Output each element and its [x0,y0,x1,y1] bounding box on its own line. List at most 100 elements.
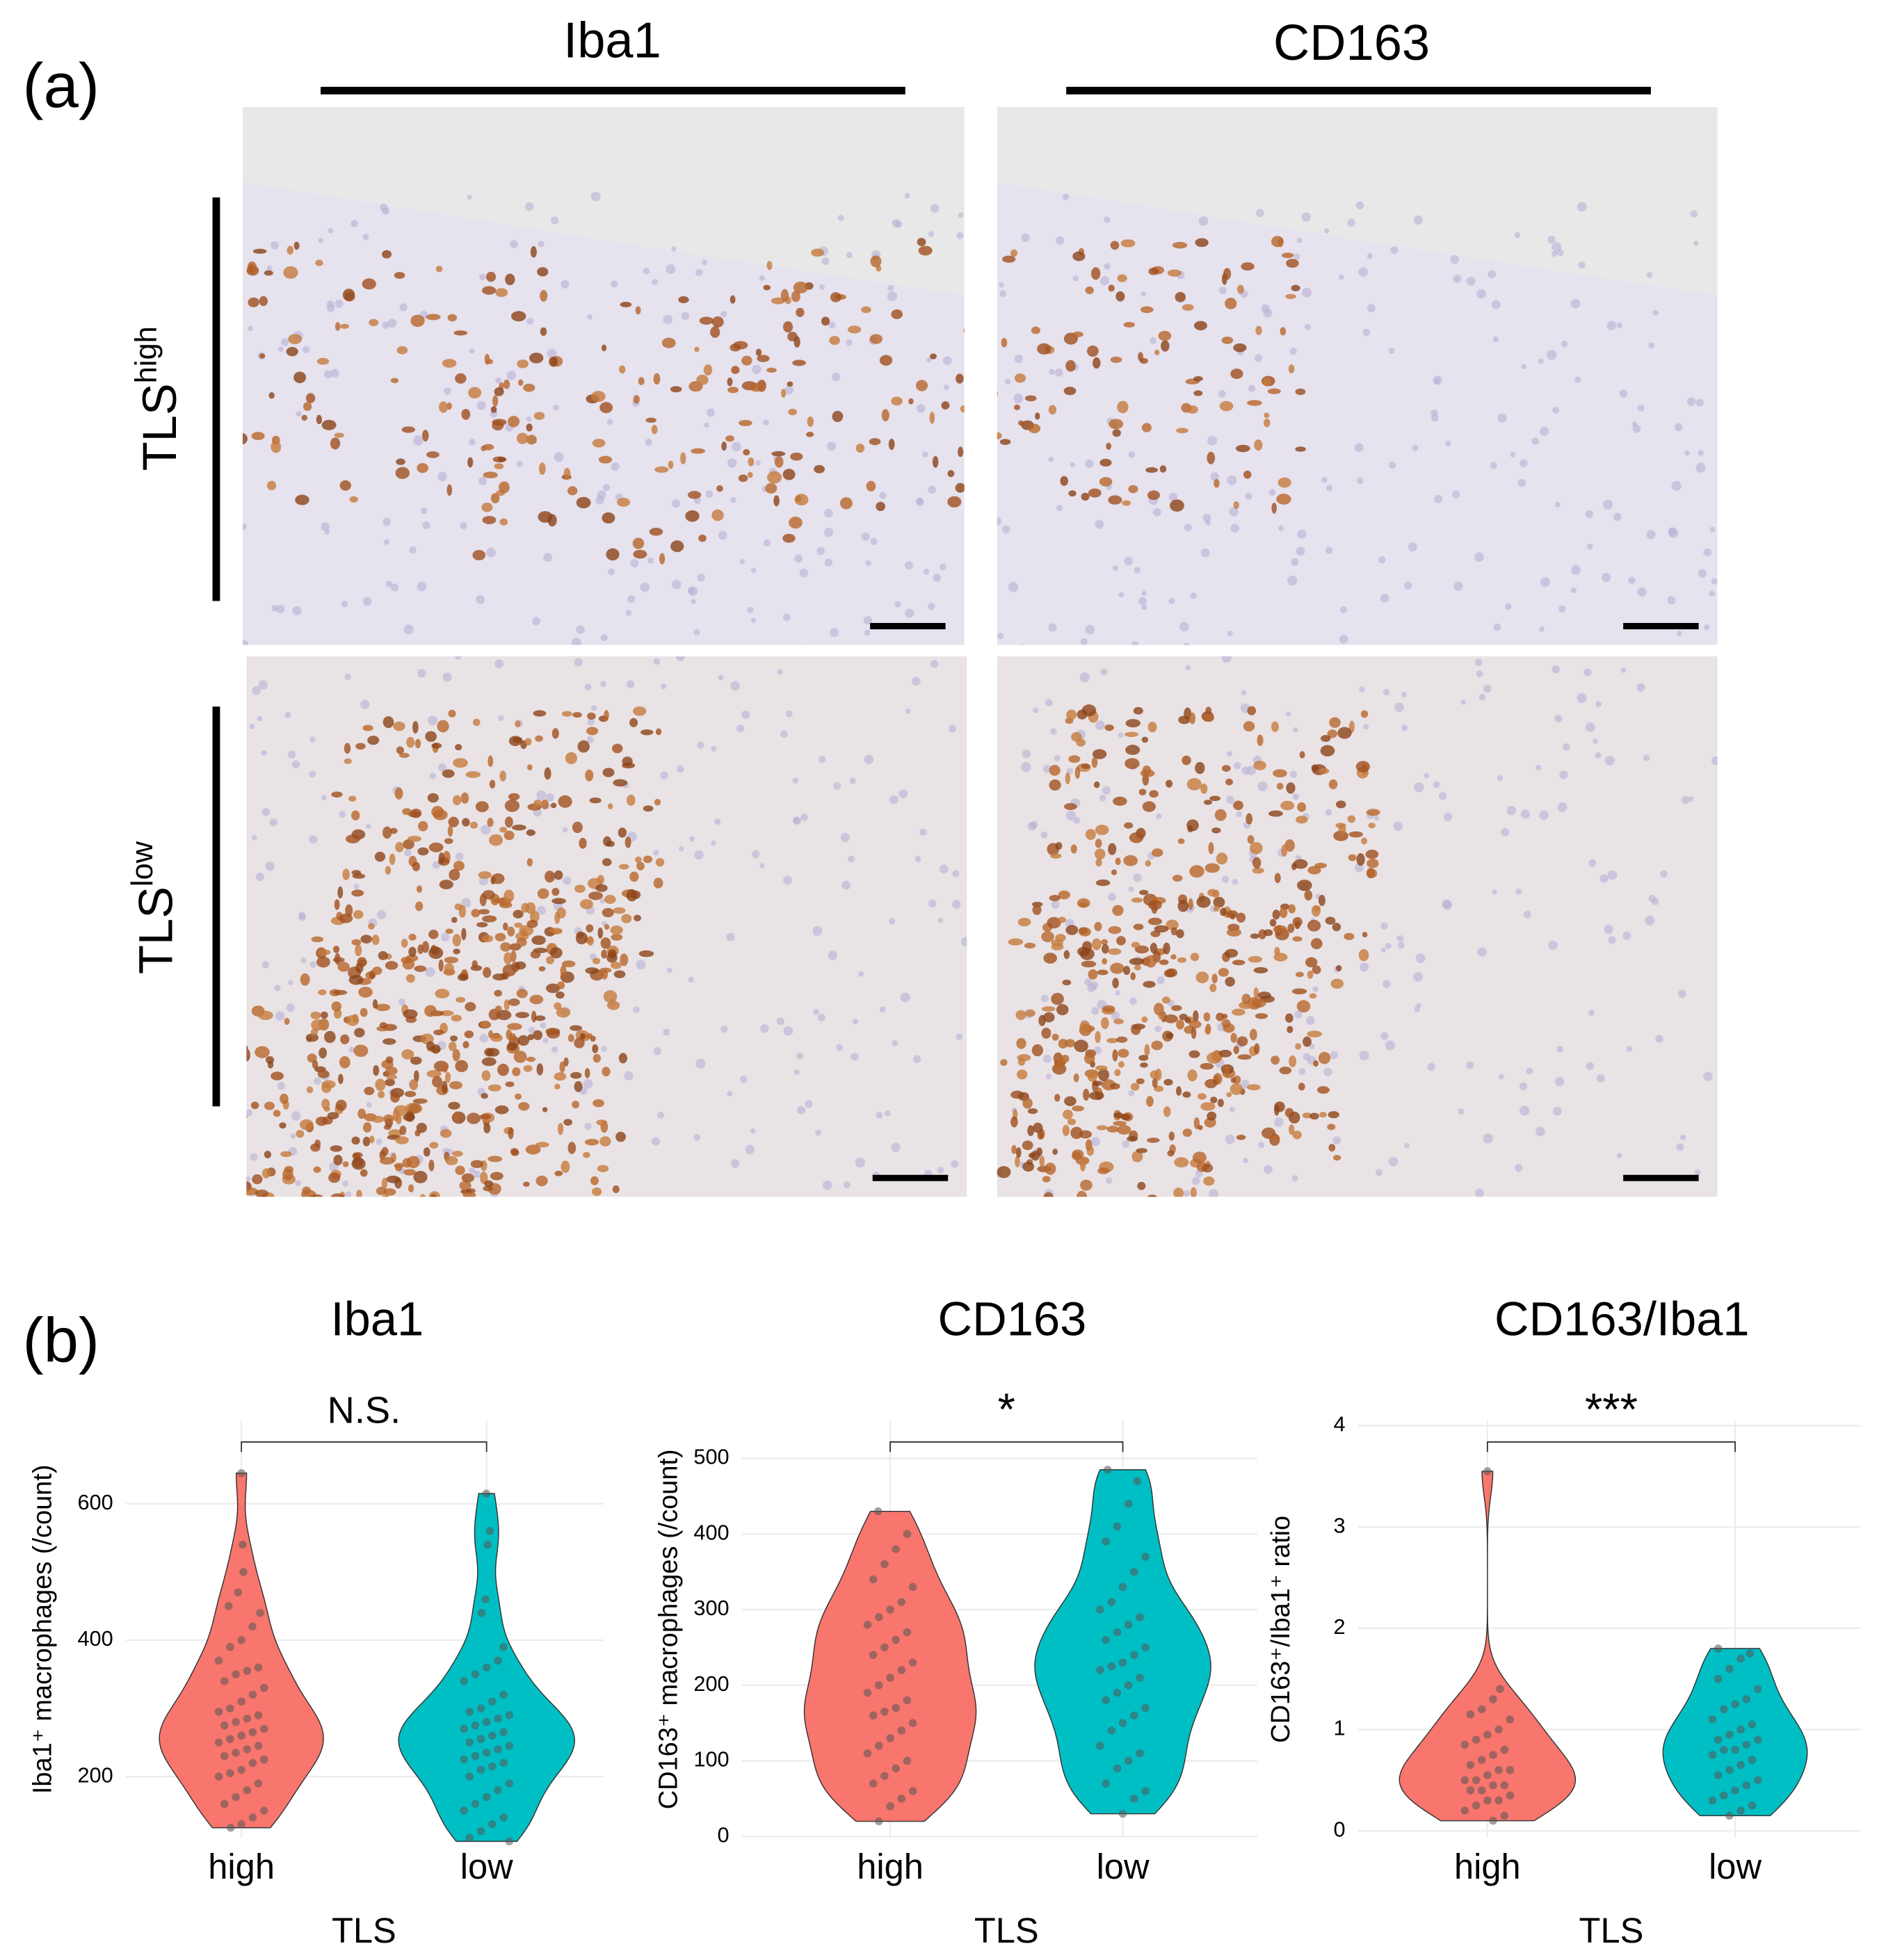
stained-cell [748,471,753,478]
nucleus [933,574,942,582]
nucleus [904,193,910,199]
stained-cell [469,821,478,829]
stained-cell [1367,868,1378,878]
stained-cell [1225,976,1235,987]
stained-cell [576,496,591,509]
nucleus [562,827,568,833]
nucleus [1602,499,1613,510]
stained-cell [941,401,950,410]
nucleus [1141,590,1147,597]
nucleus [1100,276,1110,286]
nucleus [1602,572,1611,583]
data-point [1494,1796,1503,1805]
nucleus [956,1033,963,1041]
nucleus [1221,656,1232,663]
stained-cell [1252,857,1262,869]
nucleus [1488,270,1497,279]
stained-cell [1172,241,1188,249]
nucleus [242,640,249,645]
stained-cell [192,1060,204,1071]
stained-cell [1147,1194,1158,1197]
stained-cell [1233,501,1239,510]
stained-cell [305,1033,319,1042]
stained-cell [1097,1265,1113,1272]
stained-cell [551,887,560,896]
stained-cell [601,949,608,959]
stained-cell [1042,1012,1055,1023]
panel-label: (b) [23,1306,99,1376]
nucleus [390,583,398,592]
stained-cell [318,989,327,996]
stained-cell [1303,1036,1312,1047]
stained-cell [459,1181,471,1190]
nucleus [1438,792,1447,800]
nucleus [1042,1054,1051,1063]
stained-cell [1091,756,1098,768]
stained-cell [794,494,809,506]
stained-cell [503,889,515,902]
stained-cell [524,738,532,746]
nucleus [887,291,898,302]
stained-cell [1099,477,1113,487]
stained-cell [1208,1261,1223,1269]
stained-cell [1179,1013,1188,1021]
stained-cell [481,445,487,452]
stained-cell [947,496,962,508]
nucleus [1652,309,1659,316]
stained-cell [346,1014,360,1026]
stained-cell [499,770,506,782]
nucleus [590,191,601,202]
stained-cell [554,1083,561,1090]
stained-cell [1141,423,1152,432]
stained-cell [489,779,496,789]
nucleus [1191,1176,1200,1185]
stained-cell [483,471,498,478]
row-label: TLShigh [130,326,186,471]
stained-cell [475,801,489,813]
stained-cell [981,1055,994,1063]
stained-cell [394,1163,404,1169]
nucleus [1056,236,1065,245]
stained-cell [1366,809,1380,816]
nucleus [1517,478,1526,487]
nucleus [532,617,541,626]
stained-cell [593,1099,605,1108]
nucleus [783,875,793,885]
stained-cell [989,426,997,437]
nucleus [1558,605,1566,613]
nucleus [486,547,497,558]
stained-cell [1235,444,1250,453]
data-point [863,1749,872,1758]
nucleus [633,1006,640,1014]
stained-cell [1022,1161,1035,1172]
nucleus [794,554,803,563]
stained-cell [499,902,513,909]
stained-cell [1333,830,1348,841]
stained-cell [481,915,497,923]
stained-cell [529,910,540,923]
stained-cell [332,1272,339,1279]
stained-cell [634,914,641,922]
stained-cell [1022,1140,1033,1151]
stained-cell [1292,1131,1302,1140]
stained-cell [670,386,682,393]
stained-cell [1247,1084,1261,1091]
stained-cell [444,963,454,974]
stained-cell [453,1232,465,1240]
stained-cell [958,446,964,457]
stained-cell [358,987,373,998]
stained-cell [1079,948,1095,960]
stained-cell [1131,1151,1143,1163]
stained-cell [1200,783,1208,794]
stained-cell [315,1116,328,1126]
stained-cell [1037,1130,1044,1140]
nucleus [923,568,930,575]
stained-cell [733,341,748,350]
stained-cell [1284,1108,1294,1118]
stained-cell [1202,1206,1210,1213]
stained-cell [360,1007,368,1017]
stained-cell [442,1065,448,1073]
nucleus [309,835,318,844]
data-point [460,1677,468,1685]
stained-cell [1094,921,1102,932]
